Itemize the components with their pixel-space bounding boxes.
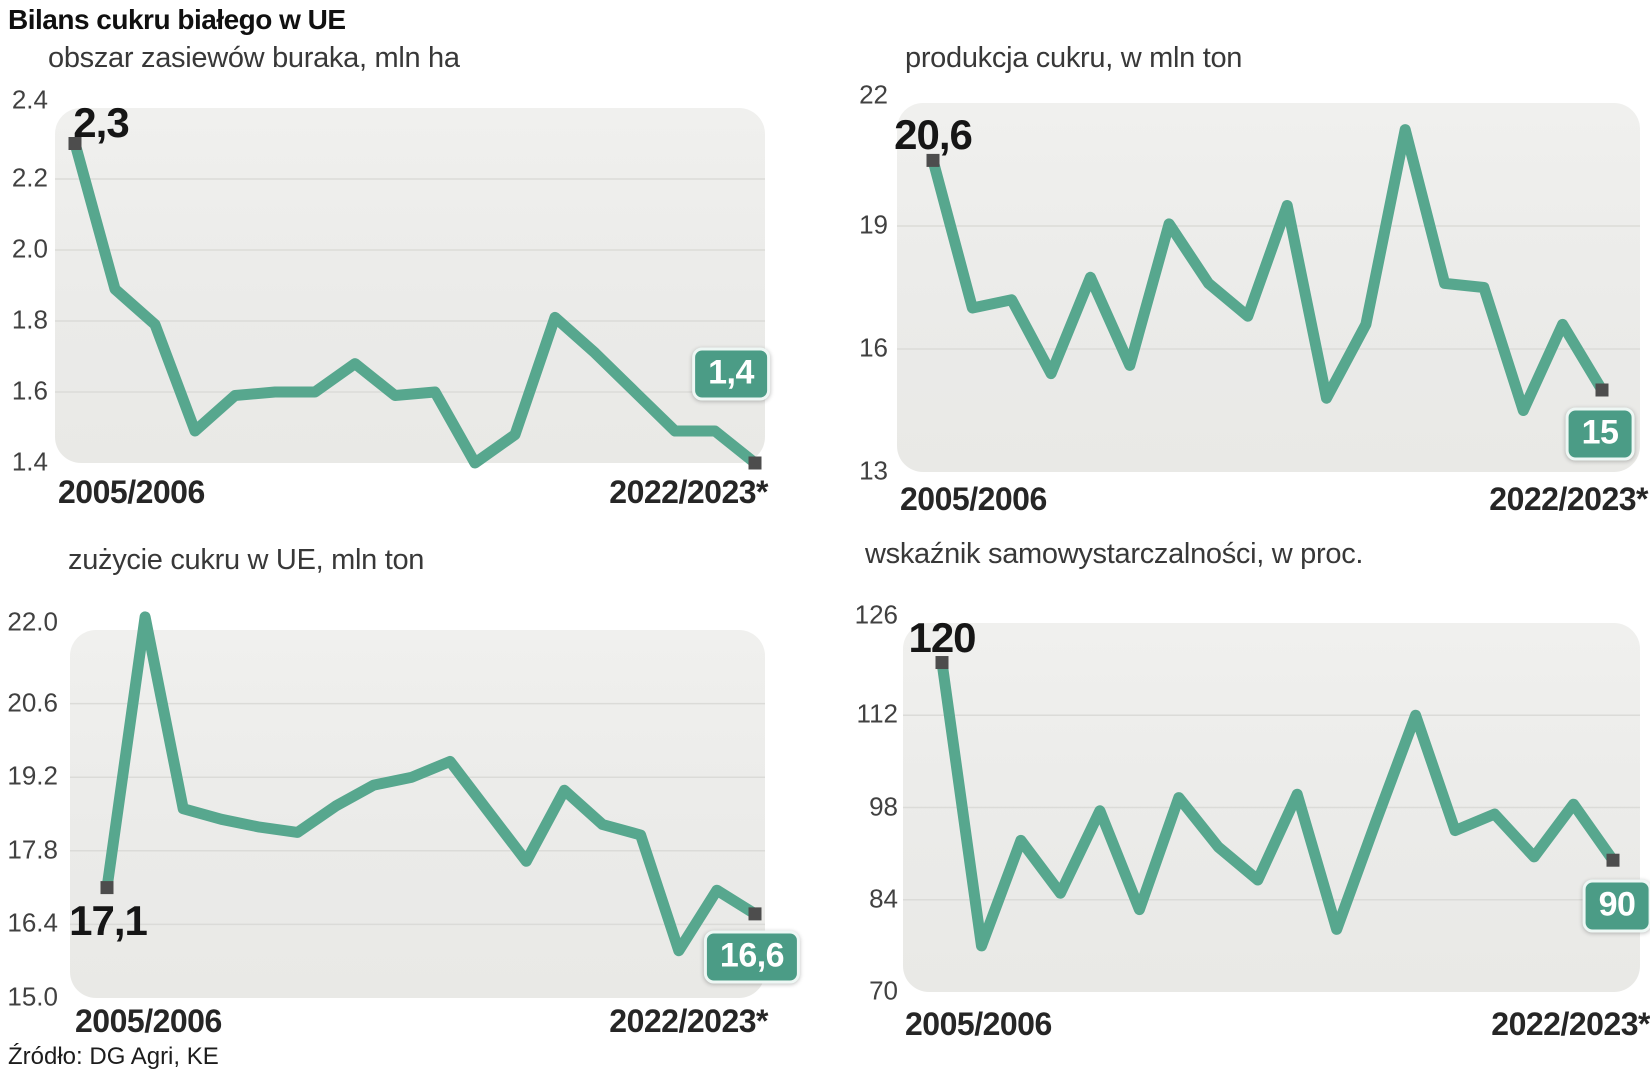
first-value-label: 2,3 (73, 98, 129, 146)
last-point-marker (748, 907, 762, 921)
y-axis-tick-label: 2.0 (11, 233, 48, 264)
y-axis-tick-label: 17.8 (7, 834, 58, 865)
data-line (101, 611, 761, 957)
last-point-marker (1595, 383, 1609, 397)
x-axis-start-label: 2005/2006 (58, 474, 205, 510)
source-note: Źródło: DG Agri, KE (8, 1043, 219, 1070)
chart-subtitle: wskaźnik samowystarczalności, w proc. (865, 538, 1364, 570)
line-chart-svg (897, 124, 1640, 416)
line-chart-svg (55, 137, 765, 470)
first-point-marker (935, 656, 949, 670)
y-axis-tick-label: 19.2 (7, 760, 58, 791)
y-axis-tick-label: 2.4 (11, 84, 48, 115)
first-value-label: 17,1 (69, 896, 148, 944)
y-axis-tick-label: 70 (869, 975, 898, 1006)
x-axis-end-label: 2022/2023* (609, 1003, 768, 1039)
line-chart-svg (70, 611, 765, 957)
x-axis-start-label: 2005/2006 (900, 481, 1047, 517)
data-line (69, 138, 761, 469)
y-axis-tick-label: 22 (859, 79, 888, 110)
y-axis-tick-label: 16 (859, 332, 888, 363)
x-axis-end-label: 2022/2023* (1489, 481, 1648, 517)
x-axis-end-label: 2022/2023* (609, 474, 768, 510)
y-axis-tick-label: 1.4 (11, 446, 48, 477)
line-chart-svg (903, 656, 1640, 952)
last-point-marker (748, 456, 762, 470)
x-axis-start-label: 2005/2006 (905, 1006, 1052, 1042)
first-point-marker (100, 881, 114, 895)
last-value-badge: 90 (1582, 879, 1650, 933)
y-axis-tick-label: 13 (859, 455, 888, 486)
data-line (936, 657, 1619, 952)
y-axis-tick-label: 16.4 (7, 907, 58, 938)
y-axis-tick-label: 112 (856, 698, 898, 729)
last-value-badge: 1,4 (692, 347, 770, 401)
last-value-badge: 15 (1565, 407, 1635, 461)
data-line (927, 124, 1608, 416)
y-axis-tick-label: 15.0 (7, 981, 58, 1012)
y-axis-tick-label: 22.0 (7, 606, 58, 637)
plot-area (897, 103, 1640, 472)
first-value-label: 120 (908, 613, 976, 661)
y-axis-tick-label: 1.8 (11, 304, 48, 335)
y-axis-tick-label: 98 (869, 790, 898, 821)
x-axis-start-label: 2005/2006 (75, 1003, 222, 1039)
y-axis-tick-label: 19 (859, 209, 888, 240)
y-axis-tick-label: 84 (869, 883, 898, 914)
first-point-marker (68, 137, 82, 150)
x-axis-end-label: 2022/2023* (1491, 1006, 1650, 1042)
first-value-label: 20,6 (894, 111, 973, 159)
last-value-badge: 16,6 (703, 930, 801, 984)
page-title: Bilans cukru białego w UE (8, 4, 346, 35)
chart-subtitle: obszar zasiewów buraka, mln ha (48, 42, 460, 74)
y-axis-tick-label: 2.2 (11, 162, 48, 193)
first-point-marker (926, 153, 940, 167)
last-point-marker (1606, 853, 1620, 867)
chart-subtitle: zużycie cukru w UE, mln ton (68, 544, 425, 576)
chart-subtitle: produkcja cukru, w mln ton (905, 42, 1243, 74)
y-axis-tick-label: 20.6 (7, 686, 58, 717)
y-axis-tick-label: 126 (854, 599, 898, 630)
y-axis-tick-label: 1.6 (11, 375, 48, 406)
